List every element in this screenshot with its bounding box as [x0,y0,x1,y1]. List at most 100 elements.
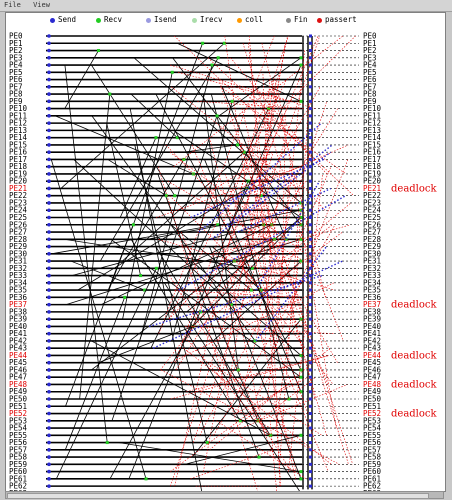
process-label-right: PE34 [363,278,382,287]
recv-event-marker [131,223,135,227]
pending-message-line [267,35,344,95]
pending-message-line [282,35,356,109]
send-event-dot [47,179,51,183]
process-label-right: PE4 [363,61,377,70]
fin-marker [309,397,312,401]
fin-marker [309,157,312,161]
send-event-dot [47,157,51,162]
send-event-dot [47,426,51,430]
pending-message-line [192,151,273,204]
message-line [209,246,302,480]
fin-marker [309,310,312,314]
recv-event-marker [205,441,209,445]
pending-message-line [264,232,272,356]
fin-marker [309,412,312,416]
process-label-right: PE36 [363,293,382,302]
process-label-left: PE33 [9,271,27,280]
process-label-left: PE11 [9,111,27,120]
recv-event-marker [299,99,303,103]
legend-dot [286,17,291,23]
process-label-left: PE8 [9,90,23,99]
isend-path [255,180,321,291]
send-event-dot [47,244,51,249]
process-label-left: PE47 [9,373,27,382]
fin-marker [309,441,312,445]
process-label-right: PE52 [363,409,381,418]
message-line [73,159,232,305]
fin-marker [309,172,312,176]
process-label-right: PE28 [363,235,382,244]
message-line [172,57,302,226]
message-line [50,159,147,479]
send-event-dot [47,331,51,336]
process-label-left: PE6 [9,75,23,84]
process-label-left: PE62 [9,482,27,491]
message-line [224,64,302,240]
process-label-left: PE26 [9,220,28,229]
process-label-right: PE35 [363,286,381,295]
horizontal-scrollbar[interactable] [5,491,444,499]
menu-file[interactable]: File [4,1,21,9]
message-line [65,238,275,306]
send-event-dot [47,201,51,205]
send-event-dot [47,353,51,358]
pending-message-line [170,384,288,472]
legend-label: Recv [104,15,123,24]
message-line [191,260,302,356]
pending-message-line [222,152,274,320]
pending-message-line [257,253,266,283]
message-line [122,151,245,262]
pending-message-line [183,347,332,465]
send-event-dot [47,41,51,46]
message-line [111,159,185,284]
send-event-dot [47,92,51,96]
send-event-dot [47,273,51,278]
pending-message-line [177,72,289,102]
fin-marker [309,208,312,212]
scrollbar-thumb[interactable] [7,493,429,499]
pending-message-line [291,173,326,211]
pending-message-line [168,210,271,320]
recv-event-marker [299,237,303,241]
process-label-left: PE45 [9,358,27,367]
pending-message-line [173,86,275,167]
send-event-dot [47,281,51,285]
recv-event-marker [250,266,254,270]
recv-event-marker [123,295,127,299]
fin-marker [309,259,312,263]
send-event-dot [47,230,51,234]
process-label-left: PE56 [9,438,28,447]
process-label-left: PE12 [9,119,27,128]
pending-message-line [243,268,334,385]
process-label-left: PE51 [9,402,27,411]
send-event-dot [47,164,51,169]
pending-message-line [158,35,275,334]
message-line [129,108,203,491]
recv-event-marker [299,56,303,60]
fin-marker [309,332,312,336]
legend-label: Send [58,15,77,24]
message-line [157,173,260,458]
legend-send: Send [50,15,76,24]
process-label-right: PE9 [363,97,377,106]
recv-event-marker [299,259,303,263]
send-event-dot [47,77,51,82]
fin-marker [309,477,312,481]
process-label-right: PE61 [363,474,381,483]
fin-marker [309,404,312,408]
send-event-dot [47,222,51,227]
process-label-left: PE23 [9,198,27,207]
pending-message-line [236,319,262,414]
process-label-left: PE21 [9,184,27,193]
deadlock-label: deadlock [391,379,438,390]
fin-marker [309,63,312,67]
menu-view[interactable]: View [33,1,50,9]
process-label-left: PE2 [9,46,23,55]
recv-event-marker [267,107,271,111]
message-line [147,209,302,240]
send-event-dot [47,339,51,343]
pending-message-line [258,79,274,189]
fin-marker [309,455,312,459]
process-label-left: PE46 [9,365,28,374]
process-label-right: PE44 [363,351,382,360]
